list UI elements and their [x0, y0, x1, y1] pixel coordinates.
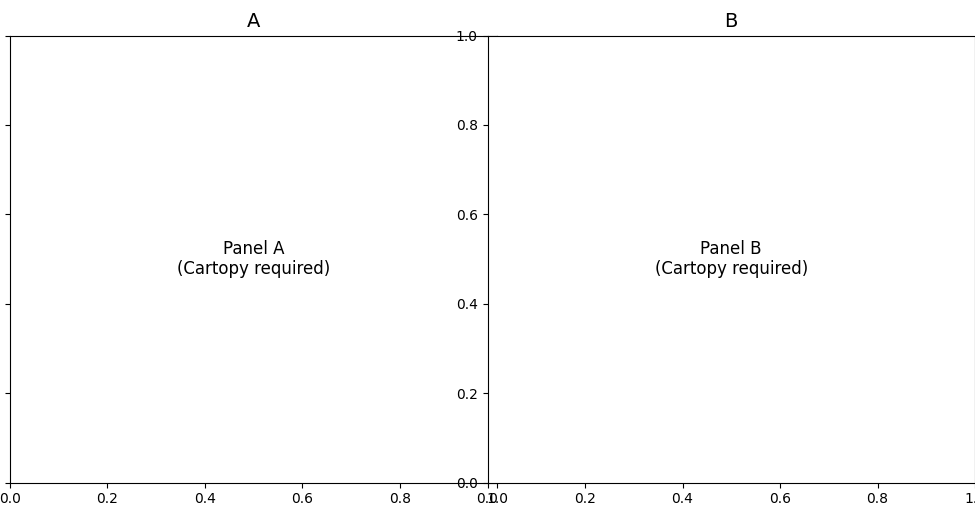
Text: Panel B
(Cartopy required): Panel B (Cartopy required) [654, 240, 808, 278]
Title: B: B [724, 12, 738, 31]
Text: Panel A
(Cartopy required): Panel A (Cartopy required) [176, 240, 331, 278]
Title: A: A [247, 12, 260, 31]
